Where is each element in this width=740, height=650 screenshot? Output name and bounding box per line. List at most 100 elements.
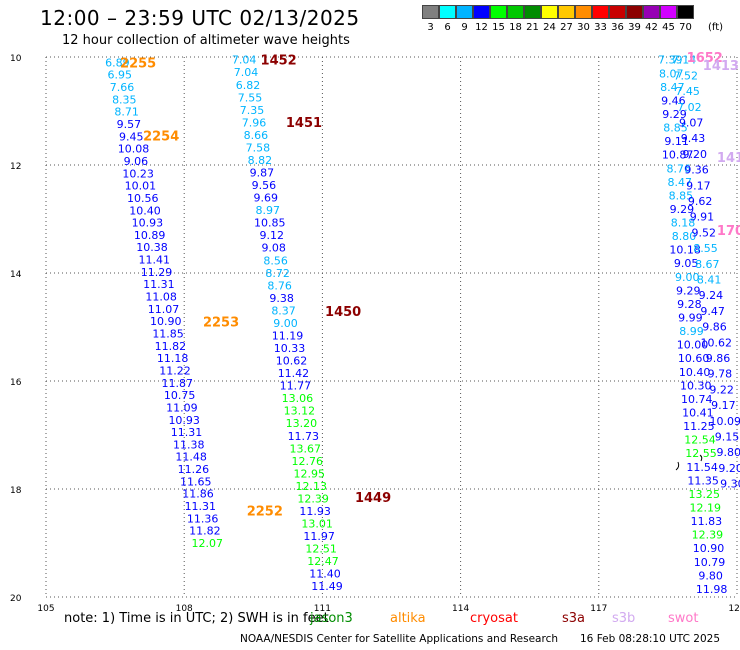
- wave-height-value: 11.40: [309, 568, 341, 581]
- wave-height-value: 9.29: [662, 108, 687, 121]
- wave-height-value: 7.66: [110, 81, 135, 94]
- wave-height-value: 11.18: [157, 352, 189, 365]
- legend-swatch: [609, 5, 626, 19]
- wave-height-value: 11.38: [173, 438, 205, 451]
- wave-height-value: 9.11: [664, 135, 689, 148]
- wave-height-value: 13.25: [688, 488, 720, 501]
- wave-height-value: 7.39: [658, 54, 683, 67]
- wave-height-value: 10.89: [134, 229, 166, 242]
- wave-height-value: 9.00: [675, 271, 700, 284]
- legend-swatch: [643, 5, 660, 19]
- lat-tick-label: 14: [10, 270, 22, 280]
- wave-height-value: 9.06: [124, 155, 149, 168]
- wave-height-value: 9.17: [686, 179, 711, 192]
- wave-height-value: 6.89: [105, 56, 130, 69]
- wave-height-value: 10.79: [694, 556, 726, 569]
- wave-height-value: 11.31: [143, 278, 175, 291]
- wave-height-value: 11.93: [299, 505, 331, 518]
- wave-height-value: 9.30: [720, 478, 740, 491]
- wave-height-value: 7.04: [234, 66, 259, 79]
- legend-swatch: [524, 5, 541, 19]
- wave-height-value: 11.86: [182, 488, 214, 501]
- wave-height-value: 11.85: [152, 328, 184, 341]
- wave-height-value: 10.40: [129, 204, 161, 217]
- wave-height-value: 11.49: [311, 580, 343, 593]
- wave-height-value: 11.25: [683, 420, 715, 433]
- coastline-fragments: [675, 454, 703, 471]
- wave-height-value: 9.45: [119, 130, 144, 143]
- coastline-fragment: [675, 461, 680, 471]
- legend-swatch: [439, 5, 456, 19]
- wave-height-value: 8.80: [672, 230, 697, 243]
- wave-height-value: 9.29: [676, 284, 701, 297]
- wave-height-value: 9.52: [691, 226, 716, 239]
- wave-height-value: 11.35: [687, 474, 719, 487]
- wave-height-value: 11.09: [166, 401, 198, 414]
- wave-height-value: 12.39: [297, 492, 329, 505]
- lat-tick-label: 12: [10, 162, 21, 172]
- wave-height-value: 8.76: [666, 162, 691, 175]
- track-2255: 6.896.957.668.358.719.579.4510.089.0610.…: [105, 56, 223, 550]
- wave-height-value: 10.74: [681, 393, 713, 406]
- wave-height-value: 11.41: [139, 254, 171, 267]
- legend-label: 27: [560, 22, 573, 33]
- wave-height-value: 8.99: [679, 325, 704, 338]
- wave-height-value: 10.33: [274, 342, 306, 355]
- wave-height-value: 10.08: [118, 143, 150, 156]
- legend-label: 3: [427, 22, 434, 33]
- wave-height-value: 8.85: [663, 122, 688, 135]
- wave-height-value: 6.82: [236, 79, 261, 92]
- pass-time-label: 1449: [355, 491, 391, 506]
- wave-height-value: 12.76: [292, 455, 324, 468]
- pass-time-label: 2255: [120, 56, 156, 71]
- wave-height-value: 8.72: [265, 267, 290, 280]
- satellite-label: cryosat: [470, 611, 518, 626]
- wave-height-value: 9.05: [674, 257, 699, 270]
- legend-label: 6: [444, 22, 451, 33]
- pass-time-label: 2252: [247, 505, 283, 520]
- wave-height-value: 9.20: [718, 462, 740, 475]
- lat-tick-label: 20: [10, 594, 22, 604]
- wave-height-value: 9.56: [252, 179, 277, 192]
- wave-height-value: 8.37: [271, 304, 296, 317]
- wave-height-value: 7.52: [674, 69, 699, 82]
- legend-label: 39: [628, 22, 641, 33]
- wave-height-value: 9.80: [717, 446, 740, 459]
- lon-tick-label: 108: [176, 604, 193, 614]
- wave-height-value: 9.22: [709, 383, 734, 396]
- pass-time-label: 2254: [143, 129, 179, 144]
- wave-height-value: 11.48: [175, 451, 207, 464]
- wave-height-value: 10.56: [127, 192, 159, 205]
- wave-height-value: 9.36: [684, 164, 709, 177]
- wave-height-value: 11.97: [303, 530, 335, 543]
- wave-height-value: 9.62: [688, 195, 713, 208]
- wave-height-value: 9.28: [677, 298, 702, 311]
- wave-height-value: 8.97: [256, 204, 281, 217]
- wave-height-value: 11.65: [180, 475, 212, 488]
- wave-height-value: 11.98: [696, 583, 728, 596]
- pass-time-label: 1451: [286, 116, 322, 131]
- lon-tick-label: 105: [37, 604, 54, 614]
- wave-height-value: 9.43: [681, 132, 706, 145]
- wave-height-value: 11.07: [148, 303, 180, 316]
- legend-label: 21: [526, 22, 539, 33]
- wave-height-value: 9.80: [698, 569, 723, 582]
- wave-height-value: 9.91: [690, 211, 715, 224]
- wave-height-value: 8.55: [693, 242, 718, 255]
- wave-height-value: 9.15: [715, 431, 740, 444]
- legend-label: 45: [662, 22, 675, 33]
- wave-height-value: 11.82: [155, 340, 187, 353]
- wave-height-value: 10.40: [679, 366, 711, 379]
- wave-height-value: 10.90: [693, 542, 725, 555]
- wave-height-value: 12.13: [295, 480, 327, 493]
- wave-height-value: 7.04: [232, 54, 257, 67]
- wave-height-value: 10.01: [125, 180, 157, 193]
- pass-time-label: 1700: [717, 224, 740, 239]
- wave-height-value: 9.86: [702, 321, 727, 334]
- legend-swatch: [677, 5, 694, 19]
- lat-tick-label: 18: [10, 486, 22, 496]
- track-right-a: 7.398.078.479.469.298.859.1110.878.768.4…: [658, 54, 727, 596]
- track-1452: 7.047.046.827.557.357.968.667.588.829.87…: [232, 54, 343, 594]
